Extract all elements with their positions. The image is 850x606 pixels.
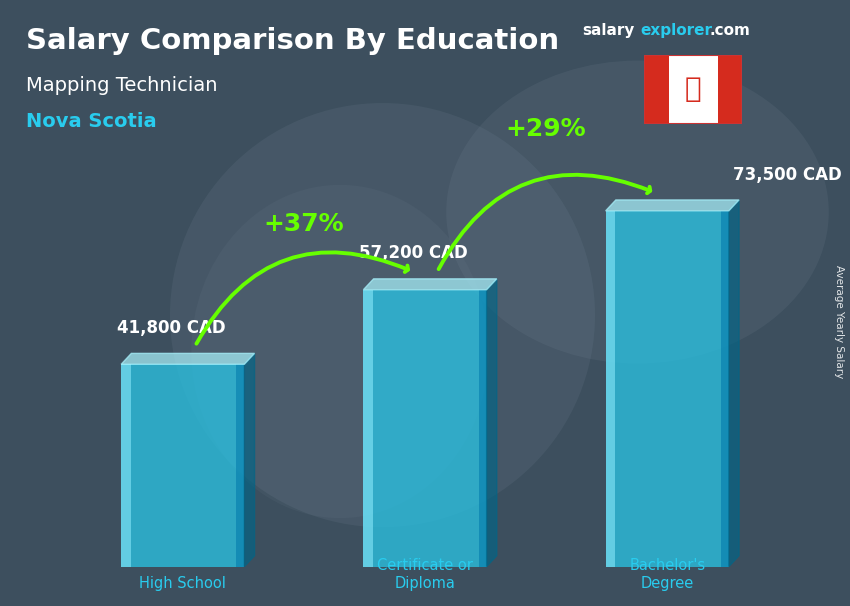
Ellipse shape (446, 61, 829, 364)
Polygon shape (363, 279, 496, 290)
Text: 41,800 CAD: 41,800 CAD (117, 319, 225, 337)
Text: +29%: +29% (506, 117, 586, 141)
Text: .com: .com (710, 23, 751, 38)
Text: Mapping Technician: Mapping Technician (26, 76, 217, 95)
Bar (122, 364, 131, 567)
Bar (605, 211, 615, 567)
Bar (236, 364, 244, 567)
Ellipse shape (170, 103, 595, 527)
Text: 57,200 CAD: 57,200 CAD (359, 244, 468, 262)
Polygon shape (486, 279, 496, 567)
Text: Average Yearly Salary: Average Yearly Salary (834, 265, 844, 378)
Text: Certificate or
Diploma: Certificate or Diploma (377, 559, 473, 591)
Bar (717, 55, 742, 124)
Polygon shape (728, 200, 739, 567)
Text: Bachelor's
Degree: Bachelor's Degree (629, 559, 706, 591)
Text: Nova Scotia: Nova Scotia (26, 112, 156, 131)
Polygon shape (122, 353, 254, 364)
Bar (605, 211, 728, 567)
Text: +37%: +37% (264, 212, 344, 236)
Text: explorer: explorer (640, 23, 712, 38)
Bar (721, 211, 728, 567)
Polygon shape (244, 353, 254, 567)
Bar (479, 290, 486, 567)
Text: 🍁: 🍁 (685, 75, 701, 104)
Bar (363, 290, 373, 567)
Bar (644, 55, 669, 124)
Text: High School: High School (139, 576, 226, 591)
Polygon shape (605, 200, 739, 211)
Bar (363, 290, 486, 567)
Text: Salary Comparison By Education: Salary Comparison By Education (26, 27, 558, 55)
Text: salary: salary (582, 23, 635, 38)
Ellipse shape (191, 185, 489, 518)
Bar (122, 364, 245, 567)
Text: 73,500 CAD: 73,500 CAD (733, 165, 842, 184)
